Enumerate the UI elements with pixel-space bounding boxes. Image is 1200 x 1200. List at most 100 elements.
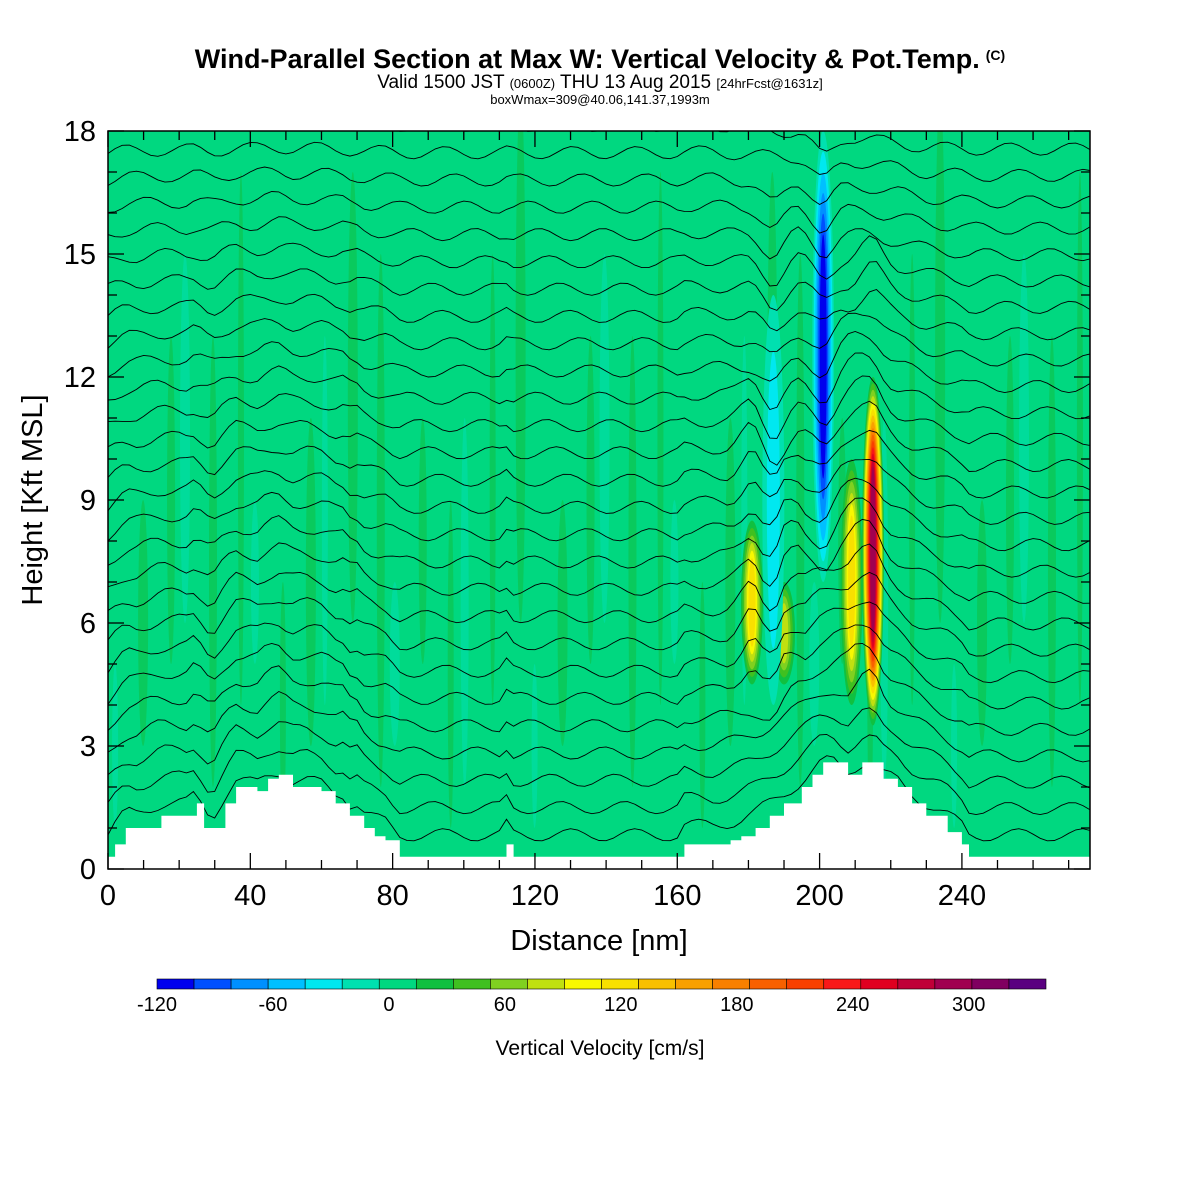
terrain [108,762,1090,869]
field-streak [1034,418,1041,828]
field-streak [599,254,610,623]
field-streak [796,254,805,787]
forecast-info: [24hrFcst@1631z] [716,76,823,91]
theta-contour [108,624,1090,710]
field-streak [657,172,664,705]
x-tick-label: 0 [100,880,116,912]
chart-title-text: Wind-Parallel Section at Max W: Vertical… [194,44,980,74]
field-streak [321,336,328,705]
y-tick-label: 9 [80,485,96,517]
theta-contour [108,191,1090,235]
chart-title: Wind-Parallel Section at Max W: Vertical… [0,44,1200,75]
x-axis: 0 40 80 120 160 200 240 [100,131,1070,912]
colorbar-swatch [490,978,528,990]
field-streak [1047,336,1056,787]
y-tick-label: 3 [80,731,96,763]
colorbar-swatch [527,978,565,990]
velocity-field [108,131,1090,869]
field-streak [712,500,721,787]
field-streak [809,582,820,746]
theta-contour [108,571,1090,657]
field-streak [138,500,149,746]
field-streak [544,582,553,787]
theta-contour [108,733,1090,816]
field-streak [460,418,469,787]
colorbar-swatch [934,978,973,990]
field-streak [167,336,176,664]
colorbar-swatch [601,978,639,990]
field-streak [683,418,694,623]
field-streak [993,418,1000,705]
field-streak [699,582,706,828]
colorbar-swatch [749,978,788,990]
field-streak [964,582,973,787]
theta-contour [108,497,1090,578]
y-tick-label: 6 [80,608,96,640]
theta-contour [108,352,1090,420]
field-streak [389,582,400,746]
colorbar-swatch [453,978,491,990]
theta-contour [108,331,1090,394]
field-streak [305,418,316,746]
field-streak [154,418,161,705]
colorbar-swatch [564,978,602,990]
field-streak [473,336,484,746]
field-streak [1076,172,1083,705]
field-streak [1006,336,1015,664]
colorbar-swatch [415,978,454,990]
theta-contour [108,216,1090,262]
colorbar-tick-label: 0 [383,994,395,1016]
field-streak [670,500,679,664]
colorbar-tick-label: 240 [836,994,870,1016]
field-streak [405,500,412,705]
colorbar [156,978,1047,990]
field-streak [935,131,946,623]
theta-contour [108,458,1090,525]
field-streak [237,172,244,705]
theta-contour [108,429,1090,499]
field-streak [221,254,232,746]
theta-contour [108,707,1090,789]
field-streak [893,336,904,746]
theta-contour [397,131,1090,156]
theta-contour [108,518,1090,604]
colorbar-tick-label: -120 [136,994,178,1016]
colorbar-swatch [267,978,306,990]
x-tick-label: 160 [653,880,701,912]
colorbar-swatch [304,978,343,990]
downdraft-core [766,351,780,649]
colorbar-label: Vertical Velocity [cm/s] [495,1037,705,1060]
colorbar-swatch [712,978,750,990]
theta-contour [108,141,1090,182]
theta-contour [108,543,1090,631]
colorbar-swatch [971,978,1010,990]
theta-contour [108,288,1090,341]
field-streak [447,500,454,828]
field-streak [489,254,496,705]
colorbar-swatch [230,978,269,990]
field-streak [615,418,622,828]
terrain-profile [108,762,1090,869]
field-streak [641,254,652,746]
colorbar-tick-label: 180 [720,994,754,1016]
theta-contour [108,400,1090,473]
field-streak [502,172,511,664]
theta-contour [108,235,1090,288]
field-streak [515,131,526,623]
theta-contour [108,477,1090,552]
x-tick-label: 200 [795,880,843,912]
theta-contour [108,166,1090,209]
x-tick-label: 40 [234,880,266,912]
field-streak [951,664,958,828]
theta-contour [108,261,1090,314]
field-streak [431,336,442,623]
field-streak [586,336,595,664]
y-axis-label: Height [Kft MSL] [17,394,49,605]
field-streak [909,254,916,705]
theta-contours [108,131,1090,842]
field-streak [573,418,580,705]
colorbar-swatch [823,978,862,990]
field-streak [1060,254,1071,746]
field-streak [725,418,736,746]
